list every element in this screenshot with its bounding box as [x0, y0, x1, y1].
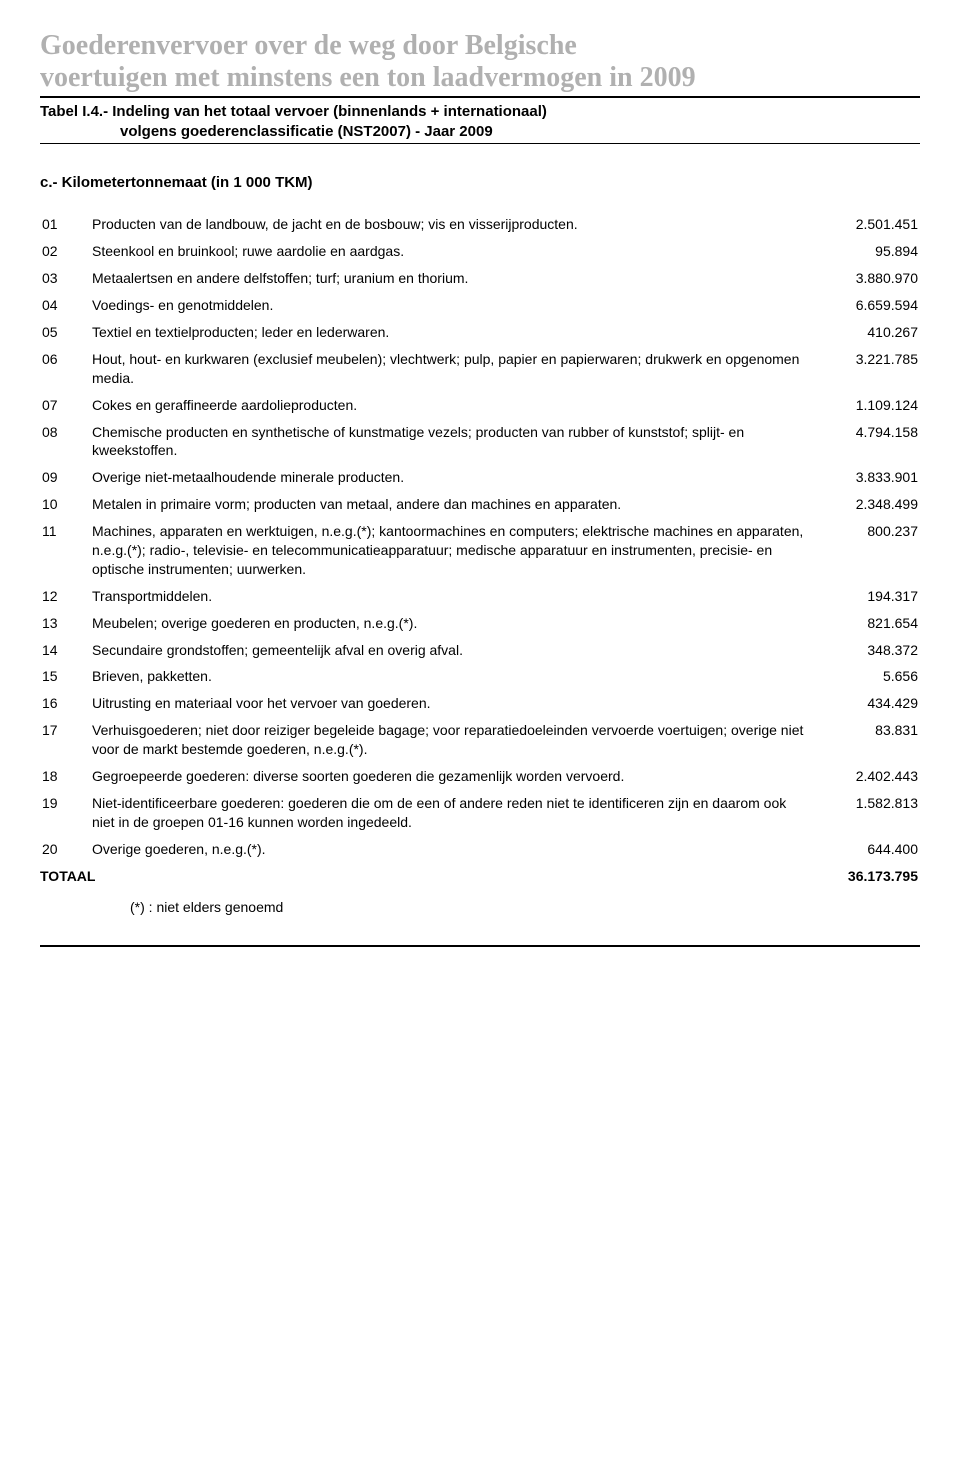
row-desc: Metalen in primaire vorm; producten van …	[90, 491, 810, 518]
row-desc: Chemische producten en synthetische of k…	[90, 419, 810, 465]
total-row: TOTAAL36.173.795	[40, 863, 920, 890]
table-row: 14Secundaire grondstoffen; gemeentelijk …	[40, 637, 920, 664]
row-code: 12	[40, 583, 90, 610]
row-code: 13	[40, 610, 90, 637]
rule-bottom	[40, 945, 920, 947]
table-row: 04Voedings- en genotmiddelen.6.659.594	[40, 292, 920, 319]
table-row: 07Cokes en geraffineerde aardolieproduct…	[40, 392, 920, 419]
row-code: 10	[40, 491, 90, 518]
title-block: Goederenvervoer over de weg door Belgisc…	[40, 30, 920, 94]
row-value: 6.659.594	[810, 292, 920, 319]
row-value: 3.221.785	[810, 346, 920, 392]
table-row: 20Overige goederen, n.e.g.(*).644.400	[40, 836, 920, 863]
row-code: 04	[40, 292, 90, 319]
row-value: 410.267	[810, 319, 920, 346]
table-row: 17Verhuisgoederen; niet door reiziger be…	[40, 717, 920, 763]
row-code: 08	[40, 419, 90, 465]
row-desc: Hout, hout- en kurkwaren (exclusief meub…	[90, 346, 810, 392]
row-code: 19	[40, 790, 90, 836]
row-code: 20	[40, 836, 90, 863]
rule-under-caption	[40, 143, 920, 144]
table-row: 11Machines, apparaten en werktuigen, n.e…	[40, 518, 920, 583]
row-code: 05	[40, 319, 90, 346]
table-row: 18Gegroepeerde goederen: diverse soorten…	[40, 763, 920, 790]
table-row: 12Transportmiddelen.194.317	[40, 583, 920, 610]
row-code: 14	[40, 637, 90, 664]
footnote: (*) : niet elders genoemd	[40, 899, 920, 915]
table-row: 05Textiel en textielproducten; leder en …	[40, 319, 920, 346]
row-value: 1.109.124	[810, 392, 920, 419]
row-desc: Producten van de landbouw, de jacht en d…	[90, 211, 810, 238]
total-value: 36.173.795	[810, 863, 920, 890]
row-value: 1.582.813	[810, 790, 920, 836]
row-value: 348.372	[810, 637, 920, 664]
row-code: 17	[40, 717, 90, 763]
caption-line2: volgens goederenclassificatie (NST2007) …	[40, 122, 920, 142]
row-desc: Meubelen; overige goederen en producten,…	[90, 610, 810, 637]
caption-line1: Tabel I.4.- Indeling van het totaal verv…	[40, 103, 547, 120]
row-desc: Cokes en geraffineerde aardolieproducten…	[90, 392, 810, 419]
row-value: 5.656	[810, 663, 920, 690]
table-row: 16Uitrusting en materiaal voor het vervo…	[40, 690, 920, 717]
table-row: 03Metaalertsen en andere delfstoffen; tu…	[40, 265, 920, 292]
table-row: 01Producten van de landbouw, de jacht en…	[40, 211, 920, 238]
row-desc: Overige niet-metaalhoudende minerale pro…	[90, 464, 810, 491]
row-code: 06	[40, 346, 90, 392]
main-title-line2: voertuigen met minstens een ton laadverm…	[40, 62, 920, 94]
row-value: 2.348.499	[810, 491, 920, 518]
row-desc: Secundaire grondstoffen; gemeentelijk af…	[90, 637, 810, 664]
row-code: 18	[40, 763, 90, 790]
total-label: TOTAAL	[40, 863, 810, 890]
table-row: 19Niet-identificeerbare goederen: goeder…	[40, 790, 920, 836]
row-code: 11	[40, 518, 90, 583]
row-code: 16	[40, 690, 90, 717]
row-code: 01	[40, 211, 90, 238]
row-desc: Brieven, pakketten.	[90, 663, 810, 690]
data-table: 01Producten van de landbouw, de jacht en…	[40, 211, 920, 889]
table-row: 15Brieven, pakketten.5.656	[40, 663, 920, 690]
row-value: 800.237	[810, 518, 920, 583]
row-desc: Overige goederen, n.e.g.(*).	[90, 836, 810, 863]
row-value: 2.402.443	[810, 763, 920, 790]
row-desc: Uitrusting en materiaal voor het vervoer…	[90, 690, 810, 717]
row-desc: Metaalertsen en andere delfstoffen; turf…	[90, 265, 810, 292]
row-desc: Textiel en textielproducten; leder en le…	[90, 319, 810, 346]
row-desc: Transportmiddelen.	[90, 583, 810, 610]
row-code: 07	[40, 392, 90, 419]
table-row: 13Meubelen; overige goederen en producte…	[40, 610, 920, 637]
row-desc: Machines, apparaten en werktuigen, n.e.g…	[90, 518, 810, 583]
section-label: c.- Kilometertonnemaat (in 1 000 TKM)	[40, 174, 920, 191]
row-code: 15	[40, 663, 90, 690]
table-row: 10Metalen in primaire vorm; producten va…	[40, 491, 920, 518]
row-desc: Gegroepeerde goederen: diverse soorten g…	[90, 763, 810, 790]
row-desc: Verhuisgoederen; niet door reiziger bege…	[90, 717, 810, 763]
table-row: 09Overige niet-metaalhoudende minerale p…	[40, 464, 920, 491]
row-code: 09	[40, 464, 90, 491]
row-value: 2.501.451	[810, 211, 920, 238]
row-value: 3.880.970	[810, 265, 920, 292]
row-desc: Voedings- en genotmiddelen.	[90, 292, 810, 319]
row-value: 434.429	[810, 690, 920, 717]
table-caption: Tabel I.4.- Indeling van het totaal verv…	[40, 98, 920, 143]
row-value: 3.833.901	[810, 464, 920, 491]
row-value: 4.794.158	[810, 419, 920, 465]
table-row: 02Steenkool en bruinkool; ruwe aardolie …	[40, 238, 920, 265]
table-row: 06Hout, hout- en kurkwaren (exclusief me…	[40, 346, 920, 392]
row-value: 194.317	[810, 583, 920, 610]
row-value: 821.654	[810, 610, 920, 637]
table-row: 08Chemische producten en synthetische of…	[40, 419, 920, 465]
main-title-line1: Goederenvervoer over de weg door Belgisc…	[40, 30, 920, 62]
row-value: 83.831	[810, 717, 920, 763]
row-code: 02	[40, 238, 90, 265]
row-desc: Niet-identificeerbare goederen: goederen…	[90, 790, 810, 836]
row-value: 644.400	[810, 836, 920, 863]
row-value: 95.894	[810, 238, 920, 265]
row-desc: Steenkool en bruinkool; ruwe aardolie en…	[90, 238, 810, 265]
row-code: 03	[40, 265, 90, 292]
